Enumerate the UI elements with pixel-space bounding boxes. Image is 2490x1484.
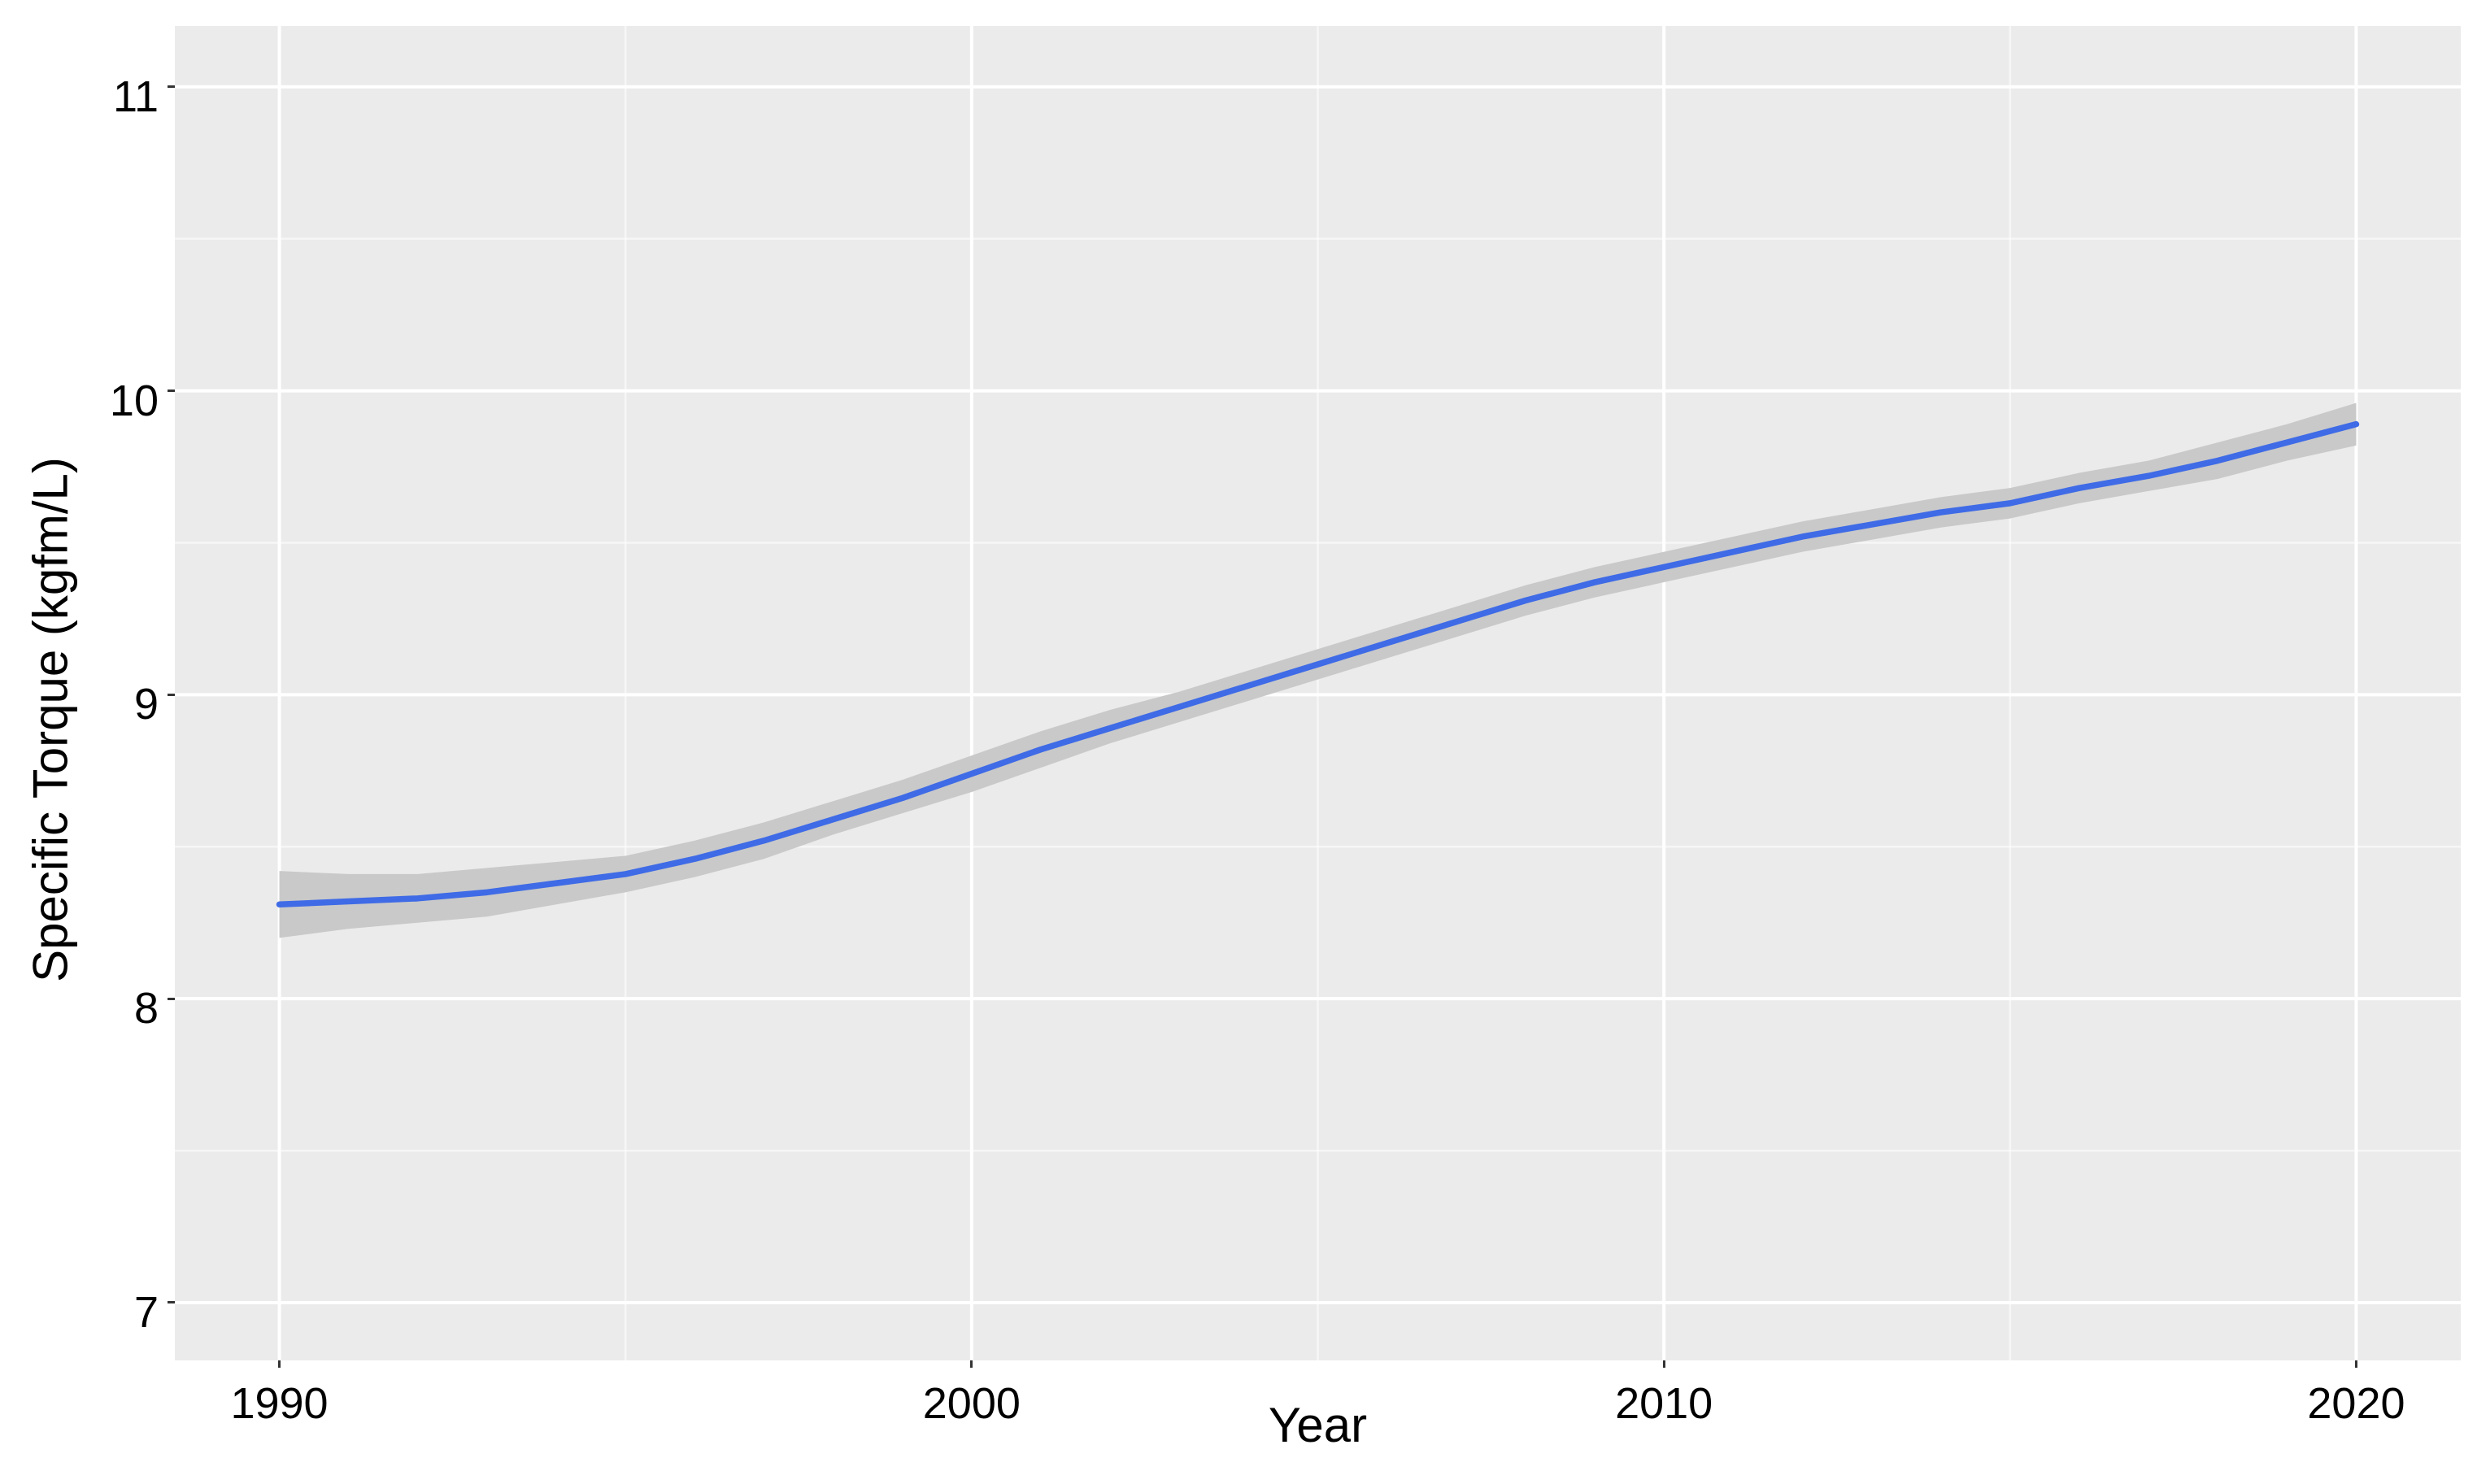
y-tick-label-7: 7 xyxy=(133,1287,159,1337)
y-tick-mark xyxy=(168,1301,175,1304)
x-tick-mark xyxy=(970,1360,973,1368)
y-tick-label-11: 11 xyxy=(112,72,159,121)
y-axis-title: Specific Torque (kgfm/L) xyxy=(23,457,78,982)
plot-canvas xyxy=(175,26,2461,1360)
y-tick-label-8: 8 xyxy=(133,984,159,1034)
y-tick-label-9: 9 xyxy=(133,680,159,729)
major-gridlines xyxy=(175,26,2461,1360)
trend-line xyxy=(276,420,2360,908)
x-axis-title: Year xyxy=(1268,1398,1368,1452)
y-tick-mark xyxy=(168,389,175,393)
x-tick-label-1990: 1990 xyxy=(230,1379,329,1428)
x-tick-label-2000: 2000 xyxy=(922,1379,1021,1428)
x-tick-label-2020: 2020 xyxy=(2307,1379,2405,1428)
x-tick-label-2010: 2010 xyxy=(1615,1379,1713,1428)
plot-panel xyxy=(175,26,2461,1360)
confidence-ribbon xyxy=(279,403,2357,938)
x-tick-mark xyxy=(278,1360,281,1368)
y-tick-mark xyxy=(168,997,175,1000)
x-tick-mark xyxy=(2354,1360,2357,1368)
x-tick-mark xyxy=(1662,1360,1665,1368)
y-tick-mark xyxy=(168,693,175,696)
y-tick-label-10: 10 xyxy=(109,376,159,425)
y-tick-mark xyxy=(168,85,175,89)
